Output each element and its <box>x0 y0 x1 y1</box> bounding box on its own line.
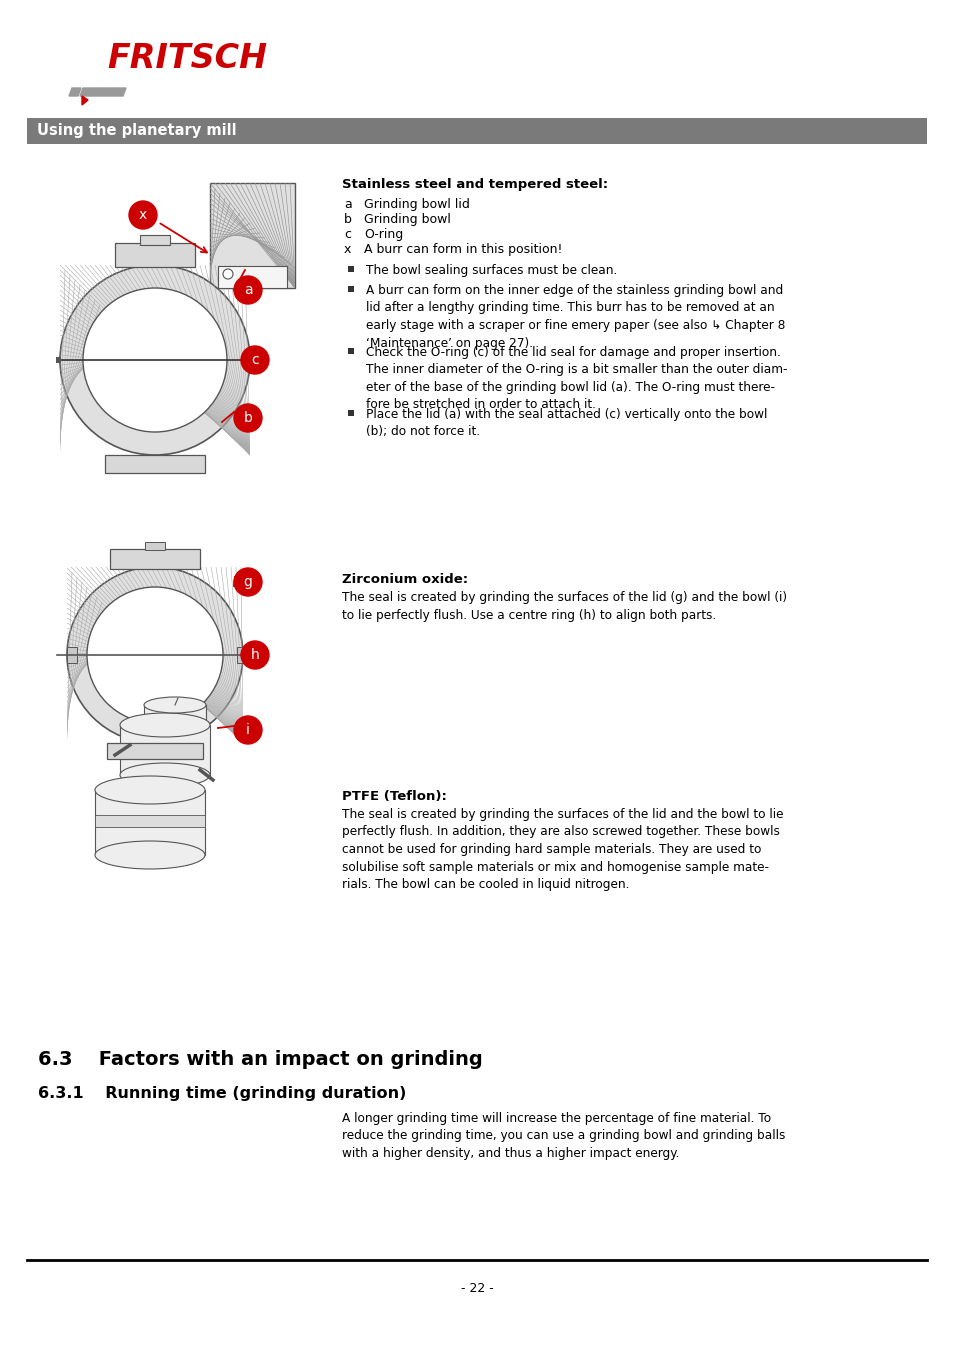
Circle shape <box>223 269 233 279</box>
Circle shape <box>241 641 269 670</box>
Text: FRITSCH: FRITSCH <box>107 42 267 76</box>
Text: h: h <box>251 648 259 662</box>
Text: The bowl sealing surfaces must be clean.: The bowl sealing surfaces must be clean. <box>366 265 617 277</box>
Text: Zirconium oxide:: Zirconium oxide: <box>341 572 468 586</box>
Bar <box>140 235 170 244</box>
Bar <box>236 647 247 663</box>
Bar <box>348 266 354 271</box>
Text: - 22 -: - 22 - <box>460 1282 493 1295</box>
Text: 6.3.1  Running time (grinding duration): 6.3.1 Running time (grinding duration) <box>38 1085 406 1102</box>
Text: O-ring: O-ring <box>364 228 403 242</box>
Text: Using the planetary mill: Using the planetary mill <box>37 123 236 139</box>
Text: A longer grinding time will increase the percentage of fine material. To
reduce : A longer grinding time will increase the… <box>341 1112 784 1160</box>
Bar <box>95 815 205 828</box>
Bar <box>348 348 354 354</box>
Text: The seal is created by grinding the surfaces of the lid (g) and the bowl (i)
to : The seal is created by grinding the surf… <box>341 591 786 621</box>
Circle shape <box>87 587 223 724</box>
Circle shape <box>233 275 262 304</box>
Text: Stainless steel and tempered steel:: Stainless steel and tempered steel: <box>341 178 607 190</box>
Ellipse shape <box>120 713 210 737</box>
Text: The seal is created by grinding the surfaces of the lid and the bowl to lie
perf: The seal is created by grinding the surf… <box>341 809 782 891</box>
Text: b: b <box>344 213 352 225</box>
Text: g: g <box>243 575 253 589</box>
Circle shape <box>67 567 243 743</box>
Bar <box>95 790 205 855</box>
Circle shape <box>83 288 227 432</box>
Ellipse shape <box>144 716 206 730</box>
Bar <box>348 410 354 416</box>
Bar <box>210 184 294 288</box>
Circle shape <box>60 265 250 455</box>
Text: Grinding bowl lid: Grinding bowl lid <box>364 198 470 211</box>
Bar <box>67 647 77 663</box>
Ellipse shape <box>95 776 205 805</box>
Ellipse shape <box>95 841 205 869</box>
Bar <box>218 266 287 288</box>
Circle shape <box>233 716 262 744</box>
Bar <box>348 286 354 292</box>
Bar <box>27 117 926 144</box>
Text: x: x <box>139 208 147 221</box>
Polygon shape <box>80 88 126 96</box>
Text: Grinding bowl: Grinding bowl <box>364 213 451 225</box>
Ellipse shape <box>120 763 210 787</box>
Text: Place the lid (a) with the seal attached (c) vertically onto the bowl
(b); do no: Place the lid (a) with the seal attached… <box>366 408 766 439</box>
Text: PTFE (Teflon):: PTFE (Teflon): <box>341 790 446 803</box>
Text: b: b <box>243 410 253 425</box>
Bar <box>145 541 165 549</box>
Text: Check the O-ring (c) of the lid seal for damage and proper insertion.
The inner : Check the O-ring (c) of the lid seal for… <box>366 346 786 412</box>
Text: x: x <box>344 243 351 256</box>
Circle shape <box>233 568 262 595</box>
Text: c: c <box>344 228 351 242</box>
Text: i: i <box>246 724 250 737</box>
Bar <box>120 725 210 775</box>
Text: A burr can form on the inner edge of the stainless grinding bowl and
lid after a: A burr can form on the inner edge of the… <box>366 284 784 350</box>
Bar <box>107 743 203 759</box>
Text: c: c <box>251 352 258 367</box>
Bar <box>110 549 200 568</box>
Ellipse shape <box>144 697 206 713</box>
Text: a: a <box>243 284 252 297</box>
Bar <box>115 243 194 267</box>
Circle shape <box>129 201 157 230</box>
Polygon shape <box>82 96 88 105</box>
Text: a: a <box>344 198 352 211</box>
Text: A burr can form in this position!: A burr can form in this position! <box>364 243 562 256</box>
Circle shape <box>241 346 269 374</box>
Text: 6.3  Factors with an impact on grinding: 6.3 Factors with an impact on grinding <box>38 1050 482 1069</box>
Bar <box>56 356 61 363</box>
Polygon shape <box>69 88 81 96</box>
Circle shape <box>233 404 262 432</box>
Bar <box>144 705 206 724</box>
Bar <box>105 455 205 472</box>
